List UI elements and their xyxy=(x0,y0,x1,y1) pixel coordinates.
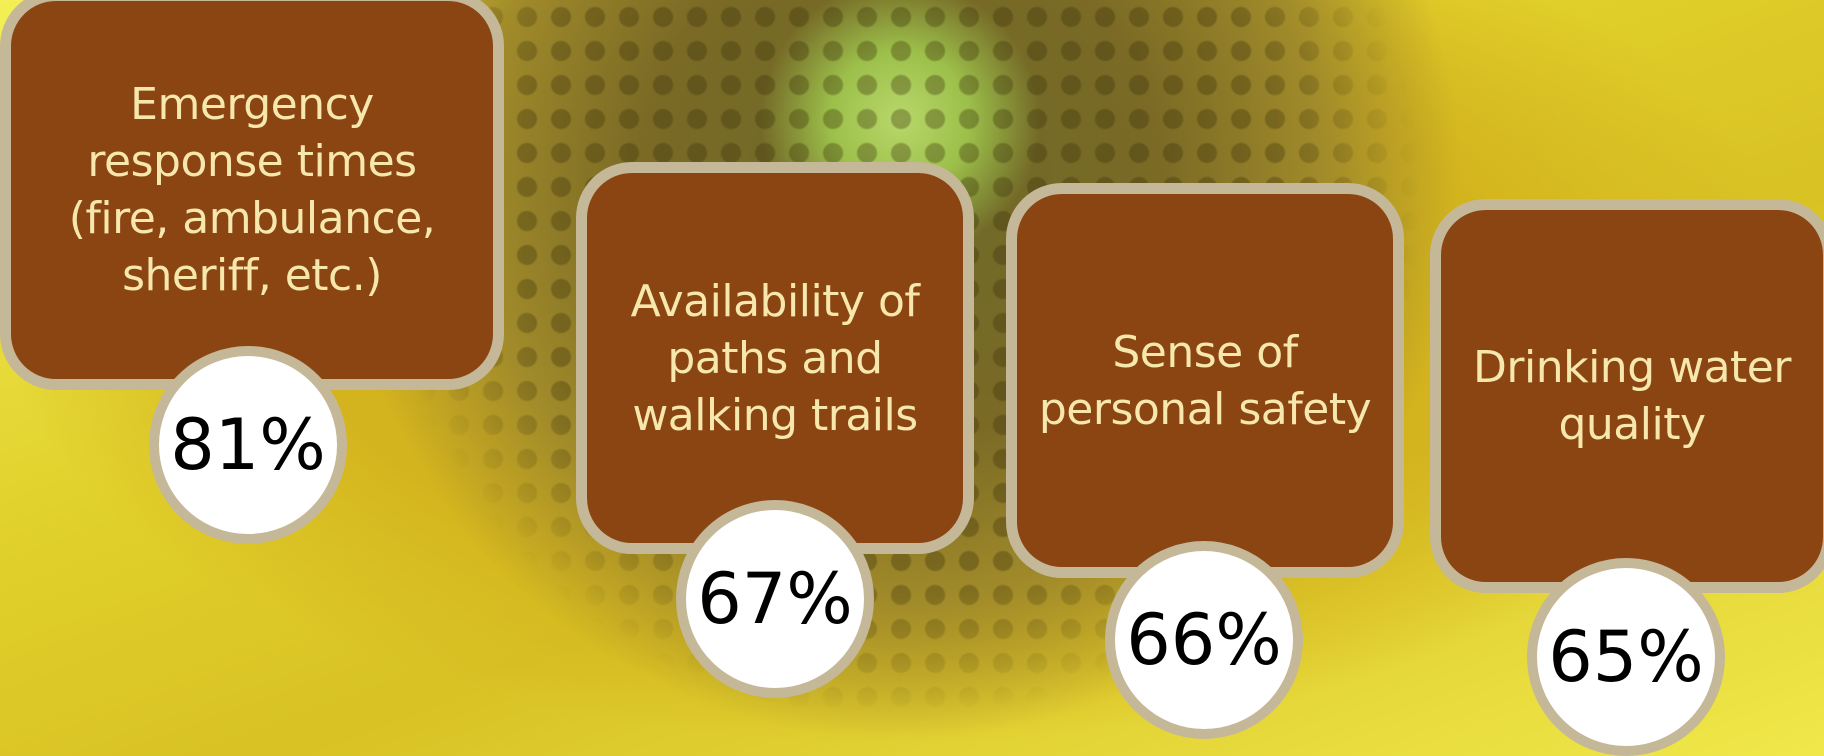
label-line: walking trails xyxy=(632,387,917,444)
label-line: quality xyxy=(1558,396,1705,453)
label-line: Emergency xyxy=(130,76,374,133)
label-line: personal safety xyxy=(1039,381,1371,438)
value-circle: 81% xyxy=(149,346,347,544)
label-line: (fire, ambulance, xyxy=(69,190,436,247)
label-line: sheriff, etc.) xyxy=(122,247,382,304)
value-circle: 67% xyxy=(676,500,874,698)
value-circle: 66% xyxy=(1105,541,1303,739)
value-circle: 65% xyxy=(1527,558,1725,756)
label-line: Sense of xyxy=(1112,324,1297,381)
infographic: Emergencyresponse times(fire, ambulance,… xyxy=(0,0,1824,756)
label-line: paths and xyxy=(667,330,882,387)
label-line: Availability of xyxy=(631,273,920,330)
label-line: Drinking water xyxy=(1473,339,1791,396)
label-line: response times xyxy=(87,133,416,190)
